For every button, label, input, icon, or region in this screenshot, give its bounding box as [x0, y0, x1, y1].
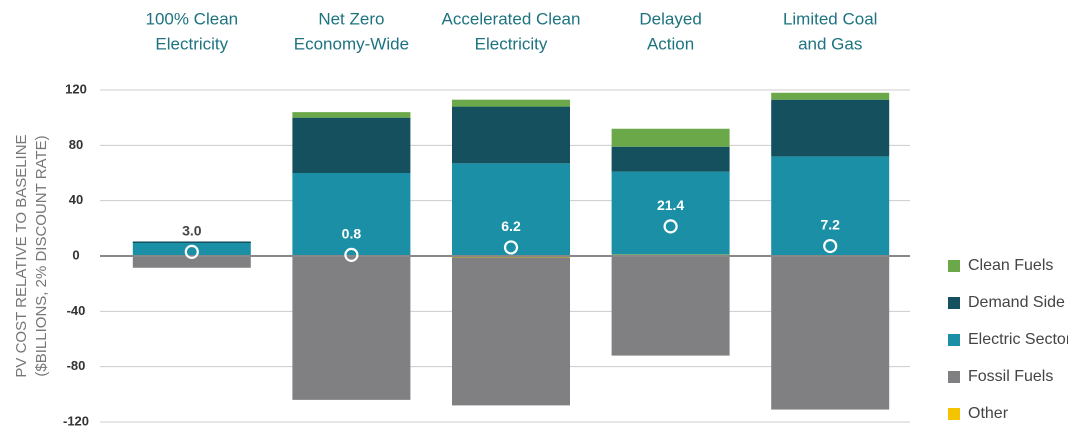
net-marker [184, 244, 199, 259]
bar-segment [292, 112, 411, 118]
x-category-label: Delayed [639, 9, 701, 28]
bar-segment [452, 106, 570, 164]
y-tick-label: 0 [72, 247, 79, 262]
bar-segment [132, 256, 251, 268]
legend-swatch [948, 408, 960, 420]
legend-swatch [948, 297, 960, 309]
legend-swatch [948, 260, 960, 272]
net-label: 3.0 [182, 223, 202, 239]
bar-segment [452, 257, 570, 406]
y-tick-label: 80 [69, 137, 83, 152]
bar-segment [132, 241, 251, 243]
bar-segment [452, 99, 570, 107]
y-tick-label: -80 [67, 358, 86, 373]
y-tick-label: 120 [65, 81, 87, 96]
bar-segment [292, 117, 411, 173]
legend-label: Fossil Fuels [968, 368, 1053, 385]
net-label: 21.4 [657, 197, 684, 213]
legend-label: Other [968, 405, 1009, 422]
bar-segment [611, 146, 730, 172]
net-marker [344, 247, 359, 262]
x-category-label: Electricity [155, 34, 228, 53]
legend-swatch [948, 371, 960, 383]
x-category-label: Net Zero [318, 9, 384, 28]
bar-segment [771, 99, 890, 157]
net-marker [823, 238, 838, 254]
bar-segment [771, 92, 890, 100]
y-axis-label: PV COST RELATIVE TO BASELINE [13, 134, 30, 377]
legend-label: Clean Fuels [968, 257, 1053, 274]
bar-segment [771, 256, 890, 410]
x-category-label: Economy-Wide [294, 34, 409, 53]
x-category-label: 100% Clean [145, 9, 238, 28]
bar-segment [132, 242, 251, 256]
bar-segment [292, 256, 411, 400]
bar-segment [611, 128, 730, 147]
bar-segment [611, 171, 730, 255]
legend-swatch [948, 334, 960, 346]
net-marker [663, 219, 678, 234]
x-category-label: and Gas [798, 34, 862, 53]
y-tick-label: -40 [67, 303, 86, 318]
net-label: 7.2 [820, 217, 840, 233]
y-tick-label: 40 [69, 192, 83, 207]
net-label: 0.8 [342, 226, 362, 242]
bar-segment [611, 256, 730, 356]
bar-segment [292, 173, 411, 256]
x-category-label: Accelerated Clean [442, 9, 581, 28]
net-label: 6.2 [501, 218, 521, 234]
y-axis-label: ($BILLIONS, 2% DISCOUNT RATE) [33, 135, 50, 376]
legend-label: Demand Side [968, 294, 1065, 311]
x-category-label: Electricity [475, 34, 548, 53]
y-tick-label: -120 [63, 413, 89, 428]
x-category-label: Action [647, 34, 694, 53]
legend-label: Electric Sector [968, 331, 1068, 348]
x-category-label: Limited Coal [783, 9, 878, 28]
net-marker [503, 240, 519, 255]
